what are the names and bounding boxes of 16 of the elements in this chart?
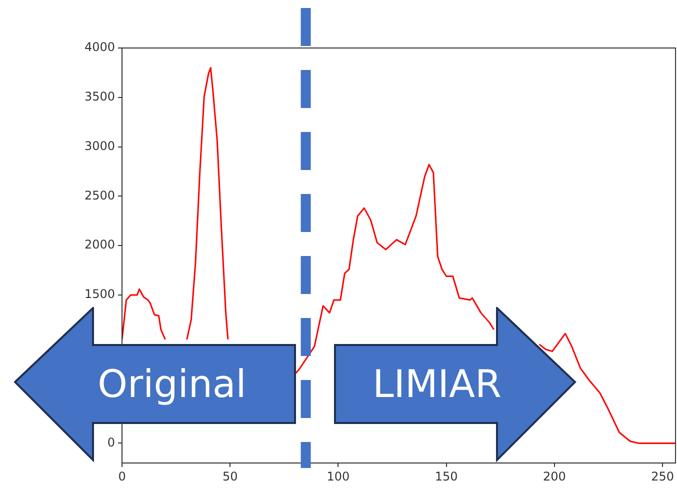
y-tick-label: 3000 — [84, 138, 115, 153]
right-arrow-icon: LIMIAR — [334, 307, 577, 462]
y-tick-label: 2000 — [84, 238, 115, 252]
y-tick-label: 1500 — [84, 287, 115, 302]
x-tick-label: 100 — [326, 469, 350, 484]
y-tick-label: 2500 — [84, 188, 115, 202]
x-tick-label: 50 — [222, 469, 238, 484]
annotation: LIMIAR — [372, 362, 502, 406]
y-tick-label: 0 — [107, 435, 115, 450]
annotation: Original — [98, 362, 246, 406]
x-tick-label: 150 — [434, 469, 458, 484]
x-tick-label: 0 — [118, 469, 126, 484]
y-tick-label: 3500 — [84, 90, 115, 104]
y-tick-label: 4000 — [84, 40, 115, 54]
x-tick-label: 250 — [651, 469, 674, 484]
x-tick-label: 200 — [542, 469, 566, 484]
